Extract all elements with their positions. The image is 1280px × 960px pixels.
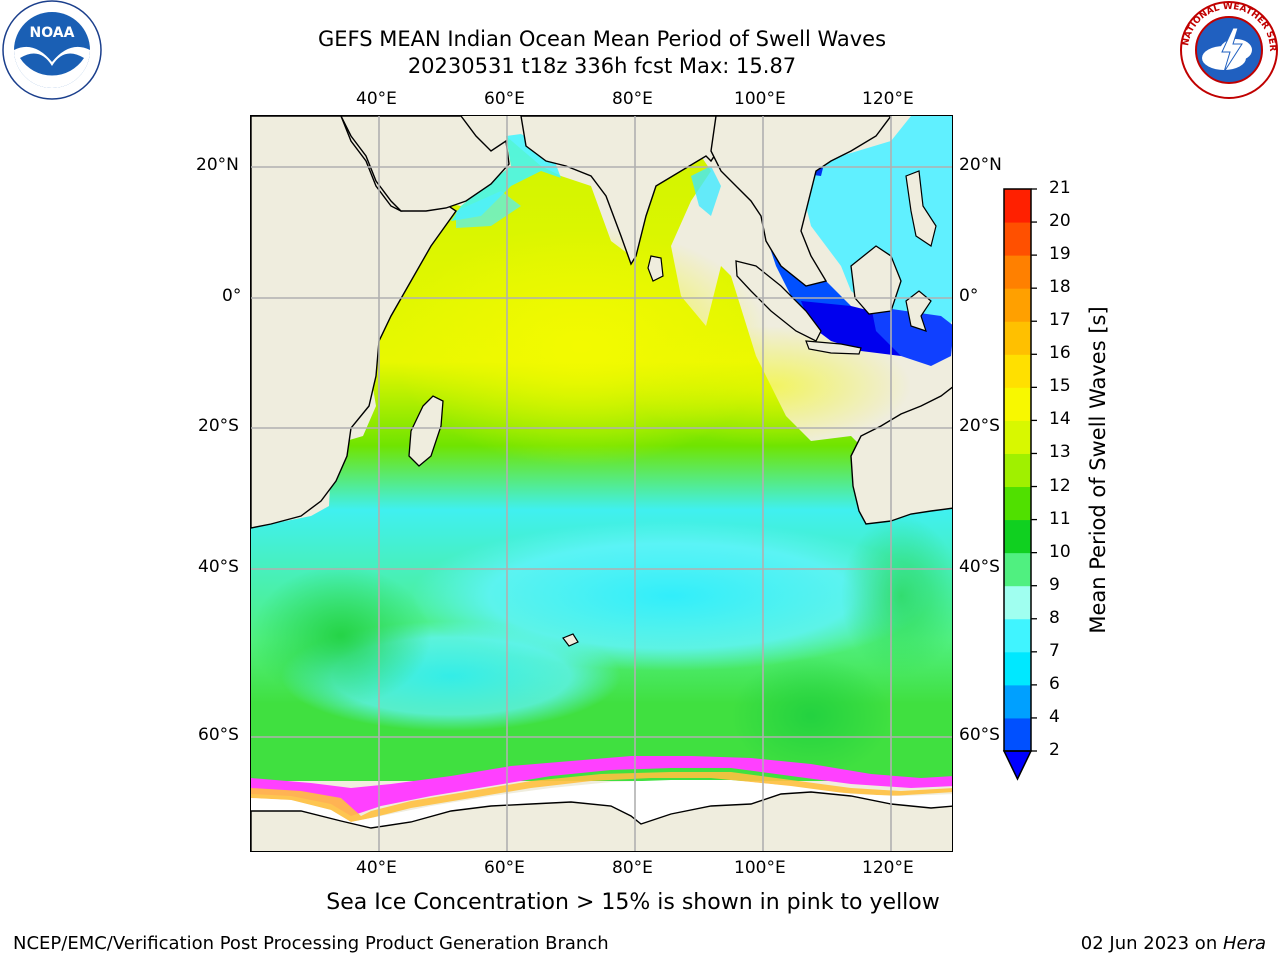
borneo-land — [850, 245, 902, 315]
colorbar-tick-label: 6 — [1049, 673, 1060, 694]
colorbar-band — [1004, 453, 1031, 488]
sea-ice-caption: Sea Ice Concentration > 15% is shown in … — [0, 890, 1280, 915]
lat-label-left: 40°S — [198, 557, 239, 577]
noaa-logo-text: NOAA — [30, 25, 75, 41]
ocean-green-sw — [251, 566, 431, 706]
colorbar-tick-label: 18 — [1049, 277, 1071, 298]
noaa-logo: NOAA — [2, 0, 102, 100]
colorbar-band — [1004, 552, 1031, 587]
sri-lanka-land — [647, 255, 664, 282]
colorbar-tick-label: 2 — [1049, 740, 1060, 760]
colorbar-band — [1004, 651, 1031, 686]
swell-period-map — [251, 116, 952, 851]
chart-title: GEFS MEAN Indian Ocean Mean Period of Sw… — [317, 27, 887, 51]
lon-label-top: 40°E — [356, 89, 397, 109]
chart-subtitle: 20230531 t18z 336h fcst Max: 15.87 — [407, 54, 797, 78]
colorbar-band — [1004, 684, 1031, 719]
antarctica-land — [251, 791, 952, 851]
lon-label-top: 120°E — [862, 89, 914, 109]
colorbar-band — [1004, 717, 1031, 752]
lat-label-left: 0° — [222, 286, 242, 306]
sumatra-land — [735, 260, 822, 342]
colorbar-outline — [1003, 188, 1032, 752]
lon-label-top: 80°E — [612, 89, 653, 109]
colorbar-band — [1004, 222, 1031, 256]
sulawesi-land — [905, 290, 932, 332]
lon-label-bottom: 40°E — [356, 858, 397, 878]
lon-label-bottom: 80°E — [612, 858, 653, 878]
ocean-arabian-cyan — [456, 191, 521, 228]
lat-label-left: 20°S — [198, 416, 239, 436]
se-asia-land — [710, 116, 892, 287]
ocean-coastal-cyan — [451, 134, 561, 221]
lat-label-right: 20°S — [959, 416, 1000, 436]
lat-label-right: 20°N — [959, 155, 1002, 175]
colorbar-band — [1004, 321, 1031, 355]
footer-host: Hera — [1222, 933, 1266, 954]
lat-label-right: 60°S — [959, 725, 1000, 745]
colorbar-band — [1004, 288, 1031, 322]
colorbar-tick-label: 4 — [1049, 706, 1060, 727]
colorbar-tick-label: 14 — [1049, 409, 1071, 430]
ocean-green-se — [731, 656, 891, 776]
colorbar-tick-label: 10 — [1049, 541, 1071, 562]
arabia-land — [340, 116, 510, 212]
ocean-green-east — [841, 516, 952, 676]
lon-label-bottom: 60°E — [484, 858, 525, 878]
colorbar-tick-label: 17 — [1049, 310, 1071, 331]
nws-logo: NATIONAL WEATHER SERVICE — [1178, 0, 1278, 99]
colorbar-band — [1004, 387, 1031, 421]
lon-label-bottom: 120°E — [862, 858, 914, 878]
colorbar — [1002, 188, 1037, 781]
colorbar-tick-label: 7 — [1049, 640, 1060, 661]
lon-label-bottom: 100°E — [734, 858, 786, 878]
australia-land — [850, 386, 952, 525]
madagascar-land — [408, 395, 444, 467]
footer-date: 02 Jun 2023 on Hera — [1081, 933, 1266, 954]
colorbar-tick-label: 8 — [1049, 607, 1060, 628]
lat-label-right: 40°S — [959, 557, 1000, 577]
colorbar-tick-label: 21 — [1049, 178, 1071, 198]
philippines-land — [905, 170, 937, 247]
colorbar-band — [1004, 519, 1031, 554]
sea-ice-caption-text: Sea Ice Concentration > 15% is shown in … — [326, 890, 940, 915]
ocean-yellow-east — [631, 326, 911, 446]
colorbar-band — [1004, 354, 1031, 388]
colorbar-title: Mean Period of Swell Waves [s] — [1086, 306, 1110, 634]
colorbar-band — [1004, 585, 1031, 620]
footer-credit: NCEP/EMC/Verification Post Processing Pr… — [13, 933, 609, 954]
colorbar-tick-label: 13 — [1049, 442, 1071, 463]
colorbar-tick-label: 16 — [1049, 343, 1071, 364]
lat-label-left: 20°N — [196, 155, 239, 175]
colorbar-tick-label: 11 — [1049, 508, 1071, 529]
colorbar-tick-label: 15 — [1049, 376, 1071, 397]
colorbar-tick-label: 12 — [1049, 475, 1071, 496]
india-land — [520, 116, 742, 266]
lon-label-top: 60°E — [484, 89, 525, 109]
sea-ice-band — [251, 756, 952, 816]
colorbar-tick-label: 9 — [1049, 574, 1060, 595]
colorbar-band — [1004, 618, 1031, 653]
colorbar-under-triangle — [1002, 750, 1033, 781]
colorbar-tick-label: 19 — [1049, 244, 1071, 265]
colorbar-band — [1004, 255, 1031, 289]
map-panel — [250, 115, 953, 852]
ocean-bay-cyan — [691, 166, 721, 216]
java-land — [805, 340, 862, 355]
colorbar-band — [1004, 189, 1031, 223]
footer-date-text: 02 Jun 2023 on — [1080, 933, 1223, 954]
gridlines — [251, 116, 952, 851]
colorbar-tick-label: 20 — [1049, 211, 1071, 232]
lon-label-top: 100°E — [734, 89, 786, 109]
colorbar-band — [1004, 420, 1031, 454]
lat-label-left: 60°S — [198, 725, 239, 745]
sea-ice-yellow — [251, 772, 952, 822]
lat-label-right: 0° — [959, 286, 979, 306]
kerguelen-land — [562, 633, 579, 647]
colorbar-band — [1004, 486, 1031, 521]
